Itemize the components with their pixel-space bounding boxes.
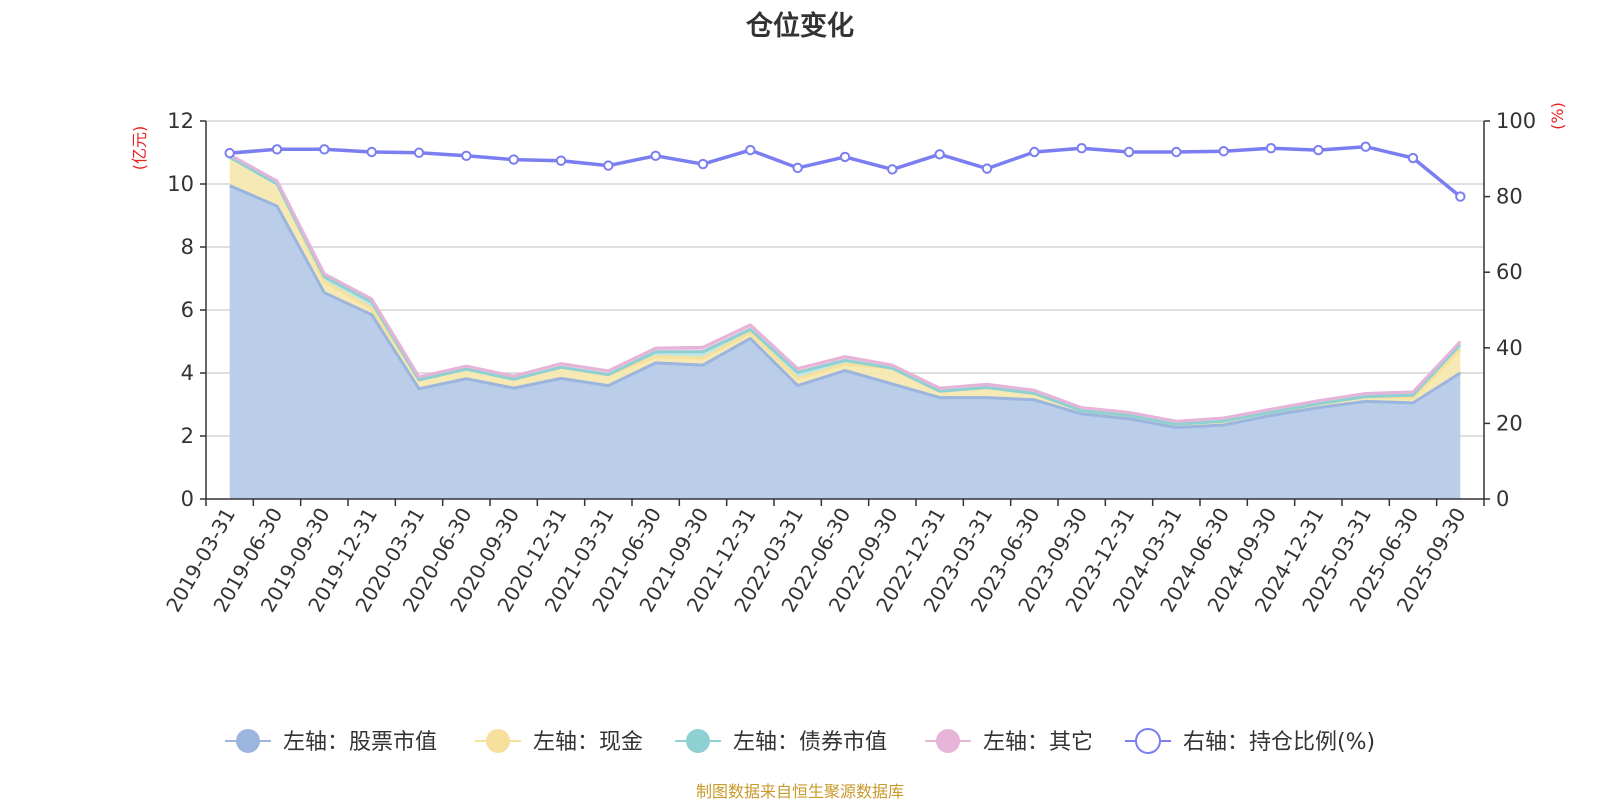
legend-item: 右轴：持仓比例(%) [1125, 728, 1375, 755]
legend-item: 左轴：其它 [925, 729, 1093, 755]
left-tick-label: 8 [181, 235, 194, 259]
ratio-point [1029, 146, 1040, 158]
ratio-point [1455, 191, 1466, 202]
ratio-point [745, 144, 756, 156]
legend-item: 左轴：现金 [475, 729, 643, 755]
ratio-point [1407, 152, 1419, 164]
legend-label: 左轴：现金 [533, 730, 643, 755]
legend-marker [686, 729, 710, 753]
area-line [229, 184, 1462, 429]
area-line [228, 155, 1462, 426]
legend-marker [236, 729, 260, 753]
ratio-point [697, 158, 709, 170]
legend-item: 左轴：债券市值 [675, 729, 887, 755]
stacked-areas [228, 153, 1462, 499]
left-tick-label: 4 [181, 361, 194, 385]
right-tick-label: 100 [1496, 109, 1536, 133]
ratio-point [413, 147, 425, 158]
left-tick-label: 6 [181, 298, 194, 322]
ratio-point [1313, 144, 1324, 156]
ratio-point [603, 160, 614, 171]
ratio-point [650, 150, 661, 161]
legend-marker [936, 729, 960, 753]
ratio-point [1123, 146, 1135, 158]
legend-marker [1135, 728, 1161, 754]
left-tick-label: 0 [181, 487, 194, 511]
right-tick-label: 0 [1496, 487, 1509, 511]
legend-label: 左轴：股票市值 [283, 730, 437, 755]
ratio-point [555, 155, 567, 166]
left-tick-label: 2 [181, 424, 194, 448]
legend: 左轴：股票市值 左轴：现金 左轴：债券市值 左轴：其它 右轴：持仓比例(%) [225, 728, 1375, 755]
left-tick-label: 10 [167, 172, 194, 196]
right-tick-label: 60 [1496, 260, 1523, 284]
ratio-point [887, 164, 898, 175]
ratio-point [224, 147, 235, 159]
ratio-point [1218, 146, 1229, 157]
ratio-point [271, 144, 283, 155]
ratio-point [1076, 143, 1087, 154]
legend-label: 左轴：债券市值 [733, 730, 887, 755]
ratio-point [792, 162, 803, 174]
area-line [228, 153, 1462, 423]
area-fill [229, 185, 1461, 499]
right-axis-unit: (%) [1548, 102, 1567, 130]
legend-label: 右轴：持仓比例(%) [1183, 730, 1375, 755]
ratio-point [839, 151, 851, 163]
ratio-point [319, 144, 330, 155]
right-tick-label: 80 [1496, 185, 1523, 209]
legend-item: 左轴：股票市值 [225, 729, 437, 755]
data-source-footer: 制图数据来自恒生聚源数据库 [695, 782, 904, 801]
ratio-point [1171, 146, 1182, 158]
chart-title: 仓位变化 [746, 11, 854, 42]
ratio-point [366, 146, 377, 158]
legend-marker [486, 729, 510, 753]
right-tick-label: 40 [1496, 336, 1523, 360]
ratio-point [461, 150, 472, 161]
legend-label: 左轴：其它 [983, 730, 1093, 755]
ratio-line [224, 141, 1466, 202]
ratio-point [934, 149, 945, 160]
ratio-point [1265, 143, 1277, 154]
ratio-point [1360, 141, 1371, 152]
right-tick-label: 20 [1496, 411, 1523, 435]
left-axis-unit: (亿元) [130, 126, 149, 171]
ratio-point [508, 154, 519, 165]
left-tick-label: 12 [167, 109, 194, 133]
ratio-point [981, 163, 993, 174]
